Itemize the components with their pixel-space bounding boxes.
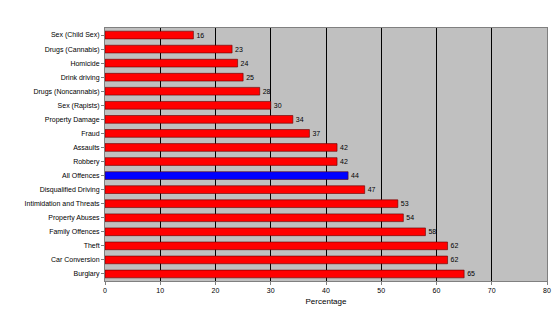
svg-text:50: 50 — [377, 287, 385, 294]
svg-text:24: 24 — [241, 60, 249, 67]
svg-text:Drugs (Cannabis): Drugs (Cannabis) — [45, 46, 100, 54]
svg-text:Assaults: Assaults — [73, 144, 100, 151]
svg-text:37: 37 — [312, 130, 320, 137]
svg-text:42: 42 — [340, 158, 348, 165]
svg-text:28: 28 — [263, 88, 271, 95]
svg-text:62: 62 — [451, 256, 459, 263]
svg-text:62: 62 — [451, 242, 459, 249]
svg-text:20: 20 — [212, 287, 220, 294]
svg-text:0: 0 — [103, 287, 107, 294]
svg-text:Intimidation and Threats: Intimidation and Threats — [25, 200, 100, 207]
svg-text:Sex (Rapists): Sex (Rapists) — [58, 102, 100, 110]
svg-text:Robbery: Robbery — [73, 158, 100, 166]
svg-text:Property Abuses: Property Abuses — [48, 214, 100, 222]
svg-text:47: 47 — [368, 186, 376, 193]
svg-text:58: 58 — [428, 228, 436, 235]
svg-text:53: 53 — [401, 200, 409, 207]
svg-text:Drugs (Noncannabis): Drugs (Noncannabis) — [33, 88, 99, 96]
svg-text:70: 70 — [488, 287, 496, 294]
svg-text:Disqualified Driving: Disqualified Driving — [40, 186, 100, 194]
svg-text:54: 54 — [406, 214, 414, 221]
svg-text:10: 10 — [156, 287, 164, 294]
svg-text:Car Conversion: Car Conversion — [51, 256, 100, 263]
svg-text:Percentage: Percentage — [306, 297, 347, 306]
svg-text:80: 80 — [543, 287, 551, 294]
svg-text:16: 16 — [196, 32, 204, 39]
svg-text:23: 23 — [235, 46, 243, 53]
svg-text:44: 44 — [351, 172, 359, 179]
svg-text:All Offences: All Offences — [62, 172, 100, 179]
svg-text:Homicide: Homicide — [70, 60, 99, 67]
svg-text:30: 30 — [267, 287, 275, 294]
svg-text:Drink driving: Drink driving — [61, 74, 100, 82]
svg-text:42: 42 — [340, 144, 348, 151]
svg-text:Family Offences: Family Offences — [49, 228, 100, 236]
svg-text:Sex (Child Sex): Sex (Child Sex) — [51, 31, 100, 39]
svg-text:Property Damage: Property Damage — [45, 116, 100, 124]
svg-text:65: 65 — [467, 270, 475, 277]
svg-text:34: 34 — [296, 116, 304, 123]
svg-text:40: 40 — [322, 287, 330, 294]
svg-text:25: 25 — [246, 74, 254, 81]
svg-text:Fraud: Fraud — [81, 130, 99, 137]
svg-text:60: 60 — [433, 287, 441, 294]
svg-text:30: 30 — [274, 102, 282, 109]
svg-text:Theft: Theft — [84, 242, 100, 249]
svg-text:Burglary: Burglary — [74, 270, 101, 278]
